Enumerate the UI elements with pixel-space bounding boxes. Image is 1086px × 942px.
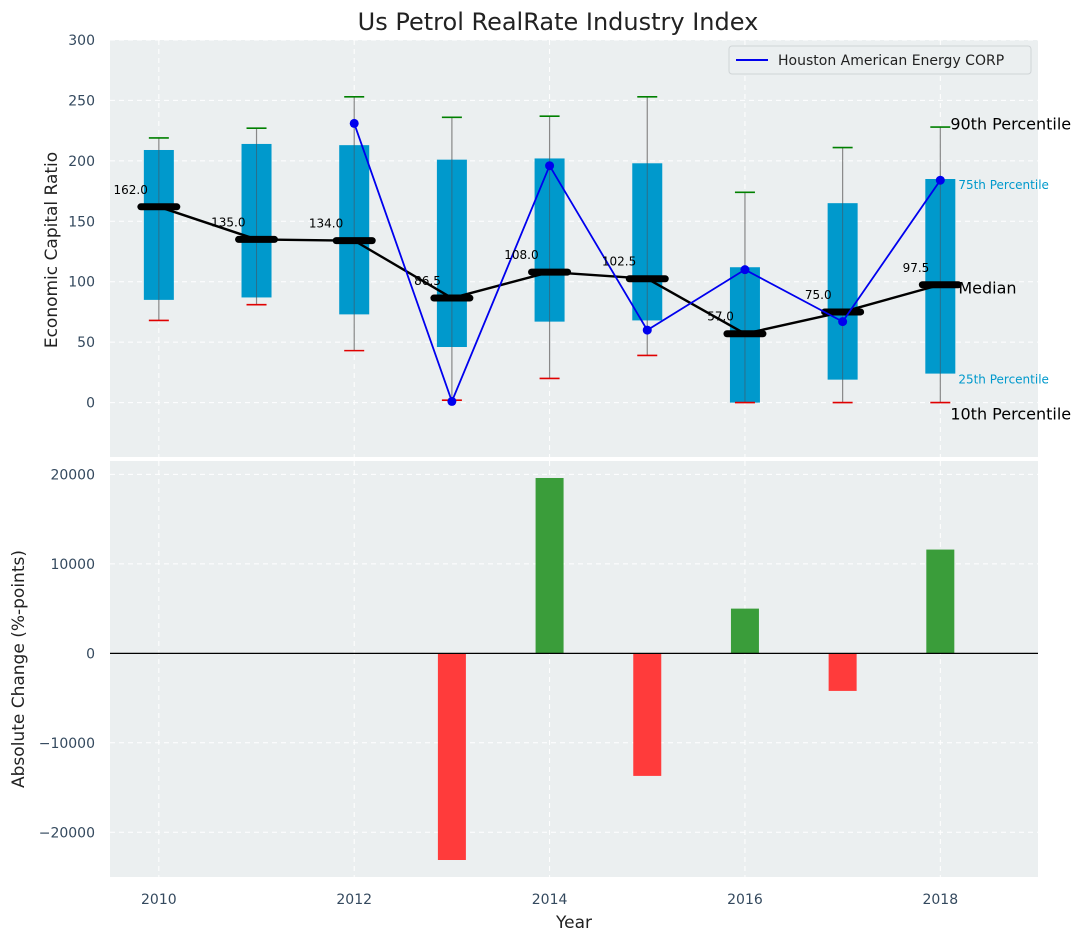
top-y-tick-label: 300: [68, 33, 95, 49]
median-value-label: 75.0: [805, 288, 832, 302]
top-y-axis-label: Economic Capital Ratio: [42, 152, 62, 348]
top-y-tick-label: 100: [68, 275, 95, 291]
boxplot-group: [143, 96, 956, 404]
top-y-tick-label: 150: [68, 214, 95, 230]
company-point: [740, 265, 750, 275]
p25-label: 25th Percentile: [958, 372, 1049, 386]
x-axis-label: Year: [555, 913, 592, 933]
change-bar: [926, 549, 955, 654]
legend-box: [728, 45, 1032, 75]
company-point: [838, 317, 848, 327]
company-point: [935, 175, 945, 185]
bottom-y-tick-label: −10000: [39, 736, 95, 752]
median-value-label: 57.0: [707, 310, 734, 324]
company-point: [642, 325, 652, 335]
median-label: Median: [958, 278, 1016, 297]
median-line-group: [137, 203, 962, 338]
top-y-tick-label: 0: [86, 396, 95, 412]
x-tick-label: 2018: [922, 892, 958, 908]
bottom-y-tick-label: 10000: [50, 557, 95, 573]
change-bar: [535, 477, 564, 654]
company-point: [349, 118, 359, 128]
x-tick-label: 2014: [532, 892, 568, 908]
bottom-panel: −20000 −10000 0 10000 20000 2010 2012 2014 2016…: [9, 461, 1038, 933]
median-value-label: 162.0: [113, 183, 147, 197]
median-value-label: 134.0: [309, 217, 343, 231]
bottom-y-tick-label: 0: [86, 646, 95, 662]
top-panel: 0 50 100 150 200 250 300 162.0 135.0 134.0 86.5 10…: [42, 33, 1086, 461]
legend-entry-company: Houston American Energy CORP: [778, 53, 1004, 69]
bottom-y-axis-label: Absolute Change (%-points): [9, 550, 29, 788]
bottom-y-tick-label: −20000: [39, 825, 95, 841]
median-value-label: 108.0: [504, 248, 538, 262]
company-point: [447, 396, 457, 406]
median-value-labels: 162.0 135.0 134.0 86.5 108.0 102.5 57.0 75.0 97.…: [113, 183, 929, 324]
median-value-label: 86.5: [414, 274, 441, 288]
x-tick-label: 2010: [141, 892, 177, 908]
bottom-y-ticks: −20000 −10000 0 10000 20000: [39, 467, 95, 841]
x-ticks: 2010 2012 2014 2016 2018: [141, 892, 958, 908]
company-series-group: [349, 118, 945, 406]
bottom-y-tick-label: 20000: [50, 467, 95, 483]
median-value-label: 97.5: [903, 261, 930, 275]
p90-label: 90th Percentile: [950, 115, 1071, 134]
pct-label-mask: [110, 457, 1086, 461]
bar-group: [437, 477, 955, 861]
p10-label: 10th Percentile: [950, 405, 1071, 424]
change-bar: [633, 653, 662, 776]
x-tick-label: 2016: [727, 892, 763, 908]
x-tick-label: 2012: [336, 892, 372, 908]
p75-label: 75th Percentile: [958, 178, 1049, 192]
bottom-plot-area: [110, 461, 1038, 877]
median-value-label: 102.5: [602, 255, 636, 269]
percentile-labels: 90th Percentile 75th Percentile Median 2…: [950, 115, 1071, 424]
company-point: [545, 161, 555, 171]
change-bar: [730, 608, 759, 654]
top-y-tick-label: 200: [68, 154, 95, 170]
top-y-ticks: 0 50 100 150 200 250 300: [68, 33, 95, 412]
top-y-tick-label: 250: [68, 93, 95, 109]
top-y-tick-label: 50: [77, 335, 95, 351]
legend: Houston American Energy CORP: [728, 45, 1032, 75]
median-value-label: 135.0: [211, 215, 245, 229]
chart-title: Us Petrol RealRate Industry Index: [358, 8, 759, 36]
change-bar: [828, 653, 857, 691]
change-bar: [437, 653, 466, 861]
